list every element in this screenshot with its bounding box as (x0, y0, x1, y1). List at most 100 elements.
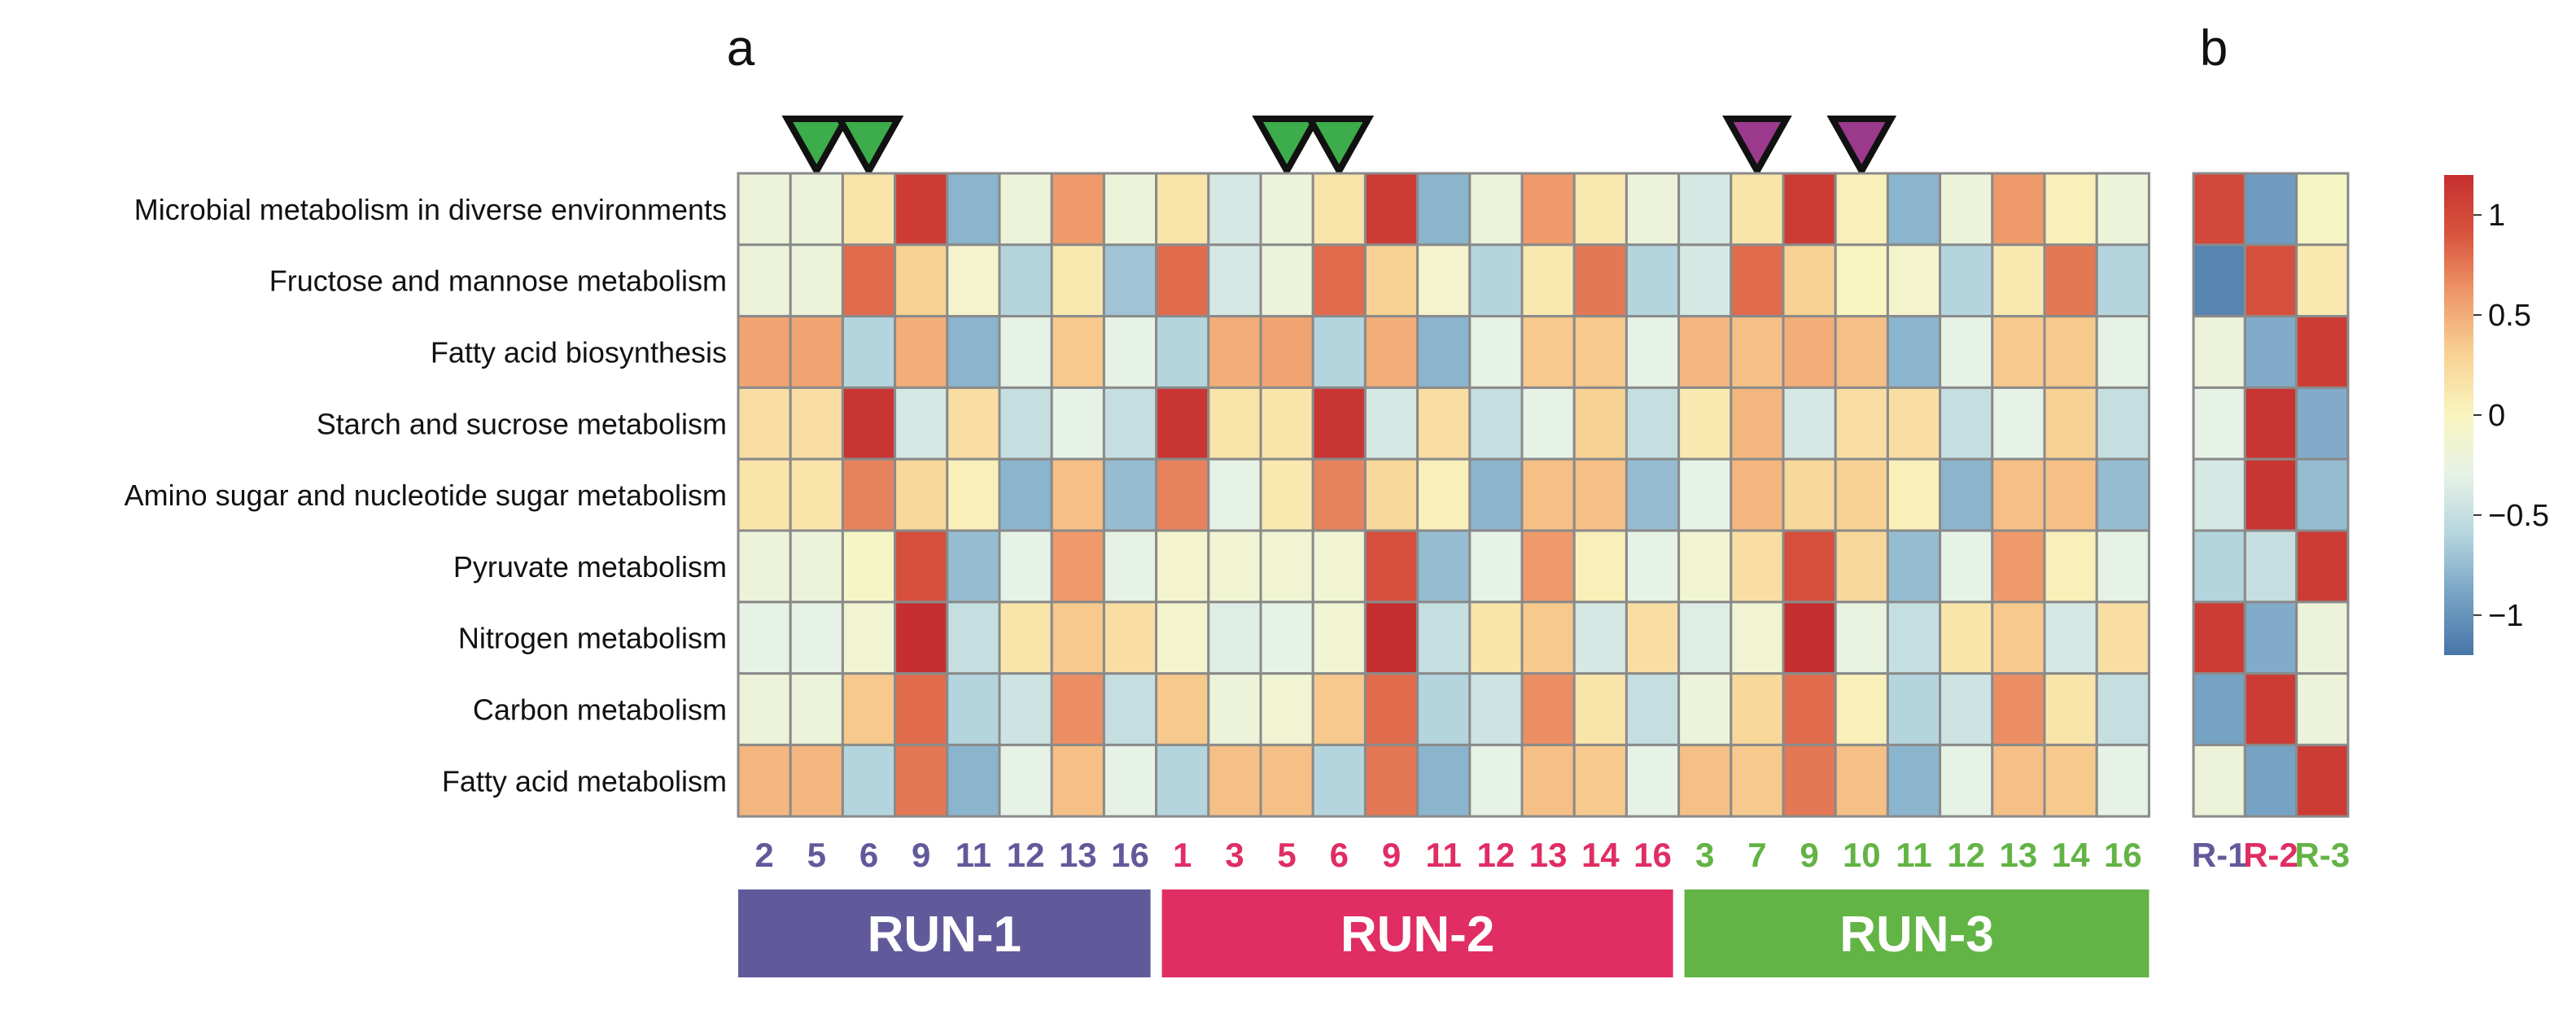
heatmap-cell (1677, 743, 1733, 818)
heatmap-cell (1259, 601, 1314, 675)
heatmap-cell (1102, 386, 1158, 461)
heatmap-cell (1416, 172, 1472, 247)
heatmap-cell (1416, 243, 1472, 318)
heatmap-cell (1207, 529, 1262, 604)
heatmap-cell (1155, 315, 1210, 389)
heatmap-cell (2043, 243, 2098, 318)
heatmap-cell (789, 315, 844, 389)
heatmap-cell (946, 386, 1001, 461)
heatmap-cell (1050, 601, 1105, 675)
heatmap-cell (1625, 243, 1681, 318)
heatmap-cell (2295, 457, 2350, 532)
heatmap-cell (1625, 457, 1681, 532)
column-label: 12 (1007, 836, 1045, 874)
column-label: 5 (1277, 836, 1296, 874)
heatmap-cell (1520, 457, 1576, 532)
heatmap-cell (1155, 457, 1210, 532)
heatmap-cell (2192, 601, 2246, 675)
heatmap-cell (1572, 529, 1628, 604)
heatmap-cell (2243, 601, 2298, 675)
heatmap-cell (1520, 529, 1576, 604)
heatmap-cell (1939, 529, 1994, 604)
sample-markers (781, 116, 1897, 178)
heatmap-cell (998, 243, 1053, 318)
heatmap-cell (1207, 601, 1262, 675)
heatmap-cell (1782, 601, 1837, 675)
heatmap-cell (1939, 672, 1994, 746)
heatmap-cell (1050, 743, 1105, 818)
heatmap-cell (1050, 243, 1105, 318)
heatmap-cell (2043, 172, 2098, 247)
column-label: 13 (1529, 836, 1568, 874)
heatmap-cell (2192, 315, 2246, 389)
heatmap-cell (1416, 529, 1472, 604)
heatmap-cell (1625, 672, 1681, 746)
heatmap-cell (1730, 672, 1785, 746)
run-group-label: RUN-2 (1340, 907, 1494, 963)
heatmap-cell (1468, 315, 1524, 389)
heatmap-cell (841, 243, 897, 318)
column-label: 13 (1059, 836, 1097, 874)
panel-b-label: b (2200, 20, 2228, 76)
row-labels: Microbial metabolism in diverse environm… (125, 193, 727, 798)
heatmap-cell (789, 386, 844, 461)
heatmap-cell (2243, 457, 2298, 532)
column-label: 16 (1111, 836, 1149, 874)
heatmap-cell (1468, 386, 1524, 461)
heatmap-cell (2243, 743, 2298, 818)
heatmap-cell (2043, 386, 2098, 461)
column-label: R-2 (2243, 836, 2298, 874)
heatmap-cell (789, 457, 844, 532)
heatmap-cell (1677, 457, 1733, 532)
heatmap-cell (841, 529, 897, 604)
heatmap-cell (1834, 672, 1889, 746)
heatmap-cell (946, 243, 1001, 318)
heatmap-cell (1259, 529, 1314, 604)
heatmap-cell (1363, 386, 1419, 461)
row-label: Fatty acid metabolism (442, 764, 727, 798)
heatmap-cell (1520, 386, 1576, 461)
heatmap-cell (1102, 743, 1158, 818)
heatmap-cell (2295, 601, 2350, 675)
heatmap-cell (894, 457, 949, 532)
heatmap-cell (1834, 243, 1889, 318)
heatmap-cell (2243, 243, 2298, 318)
heatmap-cell (1363, 457, 1419, 532)
heatmap-cell (946, 672, 1001, 746)
heatmap-cell (1311, 243, 1367, 318)
heatmap-cell (2095, 386, 2150, 461)
heatmap-cell (1991, 457, 2046, 532)
column-label: 11 (956, 836, 991, 874)
column-label: 12 (1947, 836, 1985, 874)
heatmap-cell (737, 672, 792, 746)
heatmap-cell (2043, 743, 2098, 818)
heatmap-cell (841, 457, 897, 532)
heatmap-cell (1416, 457, 1472, 532)
run-group-label: RUN-1 (868, 907, 1021, 963)
heatmap-cell (1991, 601, 2046, 675)
heatmap-cell (1155, 386, 1210, 461)
heatmap-cell (1259, 672, 1314, 746)
heatmap-cell (1416, 743, 1472, 818)
column-label: 1 (1173, 836, 1192, 874)
heatmap-cell (1363, 172, 1419, 247)
heatmap-cell (2295, 172, 2350, 247)
heatmap-cell (1102, 672, 1158, 746)
heatmap-cell (894, 743, 949, 818)
colorbar-tick-label: 1 (2488, 199, 2505, 233)
run-group-bar (1161, 889, 1673, 977)
heatmap-cell (2095, 243, 2150, 318)
heatmap-cell (946, 457, 1001, 532)
heatmap-cell (1886, 386, 1942, 461)
heatmap-cell (1416, 672, 1472, 746)
heatmap-cell (2192, 743, 2246, 818)
heatmap-cell (1939, 243, 1994, 318)
heatmap-cell (1625, 601, 1681, 675)
heatmap-cell (841, 743, 897, 818)
heatmap-cell (1311, 601, 1367, 675)
heatmap-cell (2243, 386, 2298, 461)
heatmap-cell (998, 601, 1053, 675)
marker-triangle-icon (1304, 116, 1375, 178)
heatmap-cell (1050, 529, 1105, 604)
colorbar-tick-label: −0.5 (2488, 499, 2549, 533)
